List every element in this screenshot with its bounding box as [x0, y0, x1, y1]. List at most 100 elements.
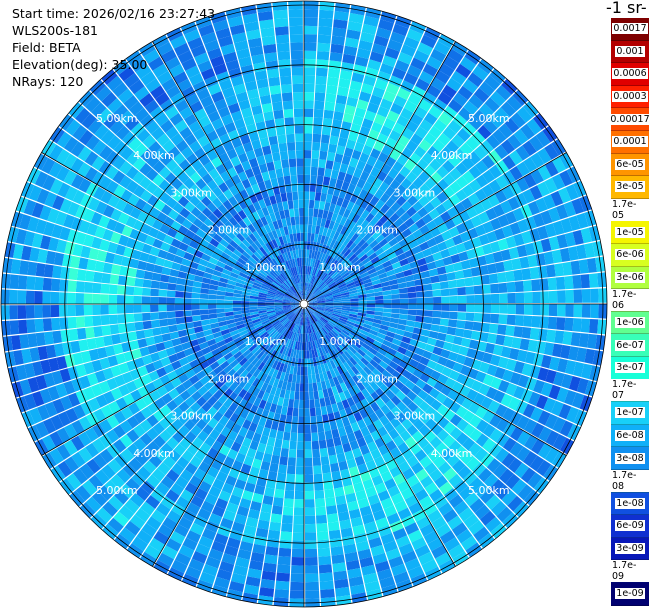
gate-cell: [351, 394, 361, 405]
gate-cell: [386, 331, 396, 338]
gate-cell: [555, 276, 566, 290]
gate-cell: [199, 309, 209, 315]
gate-cell: [402, 407, 413, 418]
gate-cell: [326, 352, 333, 362]
gate-cell: [312, 340, 316, 350]
gate-cell: [223, 247, 233, 257]
gate-cell: [234, 285, 244, 291]
gate-cell: [359, 170, 370, 182]
gate-cell: [177, 195, 190, 208]
gate-cell: [308, 301, 318, 304]
gate-cell: [134, 86, 150, 101]
gate-cell: [146, 154, 160, 168]
gate-cell: [169, 269, 180, 278]
gate-cell: [498, 314, 508, 325]
gate-cell: [218, 344, 228, 352]
gate-cell: [246, 341, 256, 349]
gate-cell: [533, 379, 545, 394]
gate-cell: [254, 359, 263, 369]
gate-cell: [362, 144, 373, 156]
gate-cell: [401, 263, 411, 272]
gate-cell: [348, 253, 357, 262]
gate-cell: [12, 243, 24, 260]
gate-cell: [304, 174, 311, 184]
gate-cell: [239, 329, 248, 337]
gate-cell: [412, 189, 425, 201]
gate-cell: [356, 265, 366, 273]
gate-cell: [75, 304, 85, 316]
gate-cell: [318, 431, 326, 441]
gate-cell: [126, 429, 140, 443]
gate-cell: [307, 333, 310, 342]
gate-cell: [470, 266, 481, 277]
gate-cell: [275, 310, 284, 315]
gate-cell: [304, 309, 306, 318]
gate-cell: [101, 325, 111, 336]
gate-cell: [198, 258, 209, 267]
gate-cell: [304, 466, 313, 475]
gate-cell: [113, 140, 128, 155]
gate-cell: [353, 168, 363, 179]
gate-cell: [401, 550, 418, 564]
gate-cell: [279, 150, 289, 161]
gate-cell: [206, 262, 217, 270]
gate-cell: [134, 107, 149, 122]
gate-cell: [223, 364, 233, 374]
gate-cell: [117, 212, 130, 225]
gate-cell: [462, 184, 475, 197]
gate-cell: [358, 309, 367, 314]
gate-cell: [346, 320, 355, 326]
gate-cell: [314, 398, 321, 408]
gate-cell: [359, 345, 369, 354]
gate-cell: [137, 365, 149, 377]
gate-cell: [340, 257, 349, 266]
gate-cell: [308, 298, 317, 302]
gate-cell: [348, 313, 358, 318]
gate-cell: [461, 535, 478, 551]
gate-cell: [42, 318, 53, 332]
gate-cell: [370, 501, 383, 514]
gate-cell: [347, 220, 356, 231]
gate-cell: [351, 72, 365, 83]
gate-cell: [455, 162, 469, 176]
gate-cell: [393, 95, 407, 108]
gate-cell: [88, 348, 100, 361]
gate-cell: [267, 471, 278, 481]
gate-cell: [196, 166, 209, 178]
gate-cell: [180, 489, 194, 502]
gate-cell: [473, 202, 486, 215]
gate-cell: [273, 280, 281, 287]
gate-cell: [339, 315, 349, 321]
gate-cell: [308, 299, 317, 303]
gate-cell: [230, 372, 240, 382]
gate-cell: [368, 185, 379, 196]
gate-cell: [176, 456, 190, 469]
gate-cell: [531, 316, 541, 328]
gate-cell: [418, 139, 432, 152]
gate-cell: [160, 119, 174, 133]
gate-cell: [306, 292, 312, 300]
gate-cell: [179, 264, 189, 273]
gate-cell: [351, 343, 360, 352]
gate-cell: [537, 225, 549, 240]
gate-cell: [42, 418, 57, 434]
gate-cell: [356, 315, 366, 320]
gate-cell: [381, 285, 391, 292]
gate-cell: [263, 335, 272, 343]
gate-cell: [407, 65, 422, 78]
gate-cell: [473, 285, 483, 295]
gate-cell: [178, 373, 189, 384]
range-label: 2.00km: [356, 224, 398, 237]
gate-cell: [343, 45, 358, 56]
gate-cell: [343, 543, 357, 554]
gate-cell: [119, 265, 129, 276]
range-label: 3.00km: [170, 410, 212, 423]
gate-cell: [543, 194, 556, 210]
gate-cell: [286, 290, 294, 297]
gate-cell: [229, 412, 240, 423]
gate-cell: [106, 377, 118, 391]
gate-cell: [342, 301, 351, 304]
gate-cell: [238, 219, 248, 230]
gate-cell: [320, 456, 330, 466]
gate-cell: [397, 346, 407, 355]
